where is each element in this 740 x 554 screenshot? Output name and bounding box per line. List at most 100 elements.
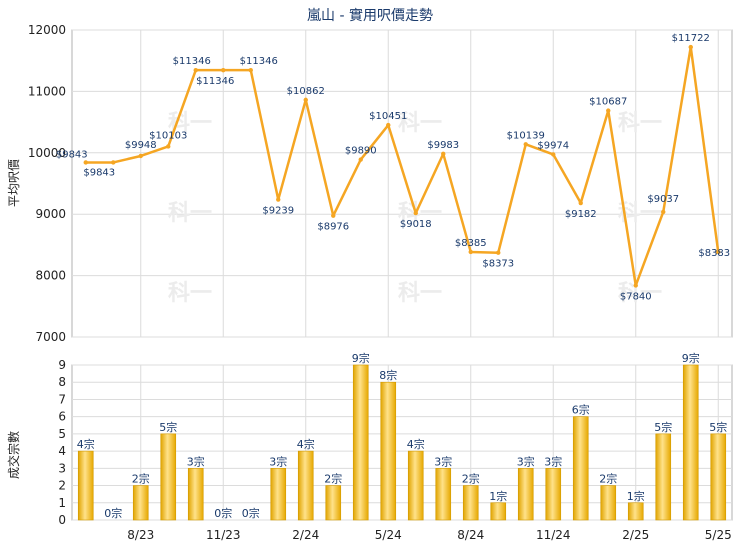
chart-title: 嵐山 - 實用呎價走勢	[307, 7, 433, 24]
price-point	[193, 67, 198, 73]
price-data-label: $9182	[565, 209, 597, 220]
watermark-text: 科一	[618, 111, 662, 136]
price-y-tick-label: 10000	[28, 146, 66, 160]
price-series-line	[85, 45, 720, 287]
volume-bar	[160, 433, 177, 521]
watermark-text: 科一	[618, 281, 662, 306]
price-data-label: $8383	[698, 248, 730, 259]
volume-plot-area	[71, 364, 733, 521]
volume-bar	[325, 485, 342, 521]
price-data-label: $11346	[173, 56, 211, 67]
price-y-tick-label: 8000	[35, 269, 66, 283]
volume-y-tick-label: 0	[58, 513, 66, 527]
volume-bar	[187, 468, 204, 521]
volume-bar	[710, 433, 727, 521]
volume-y-tick-label: 3	[58, 461, 66, 475]
price-data-label: $10862	[287, 86, 325, 97]
volume-data-label: 1宗	[489, 489, 507, 503]
x-tick-label: 11/24	[536, 528, 571, 542]
price-point	[606, 108, 611, 113]
volume-data-label: 3宗	[517, 454, 535, 468]
price-point	[386, 122, 391, 128]
price-data-label: $9037	[647, 194, 679, 205]
price-data-label: $9018	[400, 219, 432, 230]
price-data-label: $9983	[427, 140, 459, 151]
volume-bar	[490, 502, 507, 521]
volume-y-tick-label: 2	[58, 479, 66, 493]
volume-data-label: 6宗	[572, 403, 590, 417]
volume-y-tick-label: 7	[58, 392, 66, 406]
x-tick-label: 5/24	[375, 528, 402, 542]
volume-bar	[545, 468, 562, 521]
volume-data-label: 4宗	[297, 437, 315, 451]
volume-data-label: 9宗	[352, 351, 370, 365]
volume-y-tick-label: 6	[58, 410, 66, 424]
volume-y-tick-label: 9	[58, 358, 66, 372]
volume-bar	[682, 364, 699, 521]
price-point	[468, 249, 473, 255]
price-point	[633, 283, 638, 288]
price-point	[661, 209, 666, 215]
x-tick-label: 8/23	[127, 528, 154, 542]
price-data-label: $10451	[369, 111, 407, 122]
volume-data-label: 0宗	[242, 506, 260, 520]
x-tick-label: 2/25	[622, 528, 649, 542]
price-point	[83, 160, 88, 165]
volume-data-label: 5宗	[654, 420, 672, 434]
volume-bar	[655, 433, 672, 521]
price-point	[331, 213, 336, 218]
price-data-label: $9843	[56, 149, 88, 160]
price-point	[303, 97, 308, 103]
volume-bar	[297, 450, 314, 521]
volume-data-label: 2宗	[324, 472, 342, 486]
volume-bar	[435, 468, 452, 521]
volume-data-label: 4宗	[407, 437, 425, 451]
volume-bar	[77, 450, 94, 521]
volume-bar	[572, 416, 589, 521]
price-y-tick-label: 9000	[35, 207, 66, 221]
volume-data-label: 3宗	[434, 454, 452, 468]
watermark-text: 科一	[398, 111, 442, 136]
price-y-tick-label: 12000	[28, 23, 66, 37]
volume-y-tick-label: 5	[58, 427, 66, 441]
price-point	[166, 144, 171, 149]
price-data-label: $9948	[125, 140, 157, 151]
volume-bar	[600, 485, 617, 521]
price-point	[276, 197, 281, 202]
x-tick-label: 2/24	[292, 528, 319, 542]
price-point	[716, 249, 721, 255]
price-y-tick-label: 11000	[28, 84, 66, 98]
volume-data-label: 0宗	[104, 506, 122, 520]
volume-bar	[627, 502, 644, 521]
volume-data-label: 0宗	[214, 506, 232, 520]
price-point	[688, 44, 693, 50]
volume-bar	[407, 450, 424, 521]
price-data-label: $9974	[537, 140, 569, 151]
price-point	[248, 67, 253, 73]
price-point	[496, 250, 501, 255]
volume-data-label: 2宗	[132, 472, 150, 486]
volume-data-label: 9宗	[682, 351, 700, 365]
price-point	[578, 200, 583, 206]
price-point	[138, 153, 143, 159]
volume-data-label: 5宗	[709, 420, 727, 434]
volume-y-tick-label: 8	[58, 375, 66, 389]
volume-data-label: 2宗	[462, 472, 480, 486]
price-y-tick-label: 7000	[35, 330, 66, 344]
watermark-text: 科一	[168, 281, 212, 306]
price-data-label: $11346	[240, 56, 278, 67]
x-tick-label: 8/24	[457, 528, 484, 542]
price-point	[551, 152, 556, 157]
price-data-label: $9843	[83, 167, 115, 178]
volume-data-label: 3宗	[269, 454, 287, 468]
volume-data-label: 3宗	[544, 454, 562, 468]
price-point	[413, 210, 418, 216]
volume-plot: 0 1 2 3 4 5 6 7 8 9 8/23 11/23 2/24 5/24 8/24 11/24 2/25…	[58, 351, 733, 542]
price-data-label: $8373	[482, 259, 514, 270]
volume-bar	[352, 364, 369, 521]
watermark-text: 科一	[398, 281, 442, 306]
price-point	[221, 67, 226, 73]
volume-y-tick-label: 1	[58, 496, 66, 510]
